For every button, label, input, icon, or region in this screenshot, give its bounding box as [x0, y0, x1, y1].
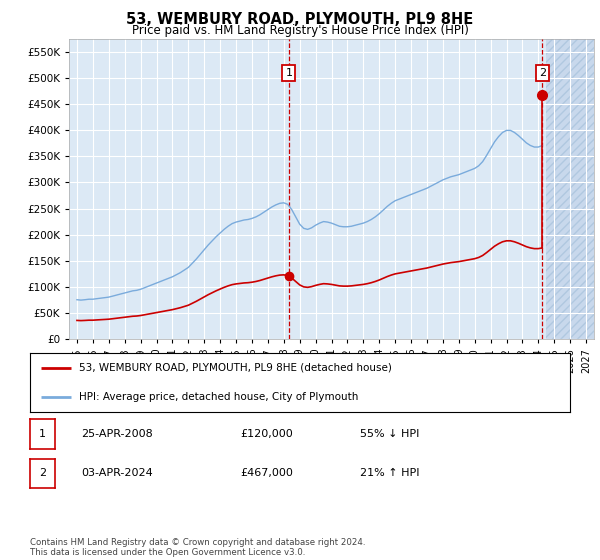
- Text: 53, WEMBURY ROAD, PLYMOUTH, PL9 8HE (detached house): 53, WEMBURY ROAD, PLYMOUTH, PL9 8HE (det…: [79, 362, 391, 372]
- Text: 25-APR-2008: 25-APR-2008: [81, 429, 153, 439]
- Text: Contains HM Land Registry data © Crown copyright and database right 2024.
This d: Contains HM Land Registry data © Crown c…: [30, 538, 365, 557]
- Text: £467,000: £467,000: [240, 468, 293, 478]
- Text: HPI: Average price, detached house, City of Plymouth: HPI: Average price, detached house, City…: [79, 392, 358, 402]
- Text: 21% ↑ HPI: 21% ↑ HPI: [360, 468, 419, 478]
- Text: 03-APR-2024: 03-APR-2024: [81, 468, 153, 478]
- Text: 53, WEMBURY ROAD, PLYMOUTH, PL9 8HE: 53, WEMBURY ROAD, PLYMOUTH, PL9 8HE: [127, 12, 473, 27]
- Text: 2: 2: [39, 468, 46, 478]
- Text: 55% ↓ HPI: 55% ↓ HPI: [360, 429, 419, 439]
- Text: 1: 1: [286, 68, 292, 78]
- Text: £120,000: £120,000: [240, 429, 293, 439]
- Bar: [546, 39, 594, 339]
- Text: Price paid vs. HM Land Registry's House Price Index (HPI): Price paid vs. HM Land Registry's House …: [131, 24, 469, 37]
- Text: 1: 1: [39, 429, 46, 439]
- Text: 2: 2: [539, 68, 546, 78]
